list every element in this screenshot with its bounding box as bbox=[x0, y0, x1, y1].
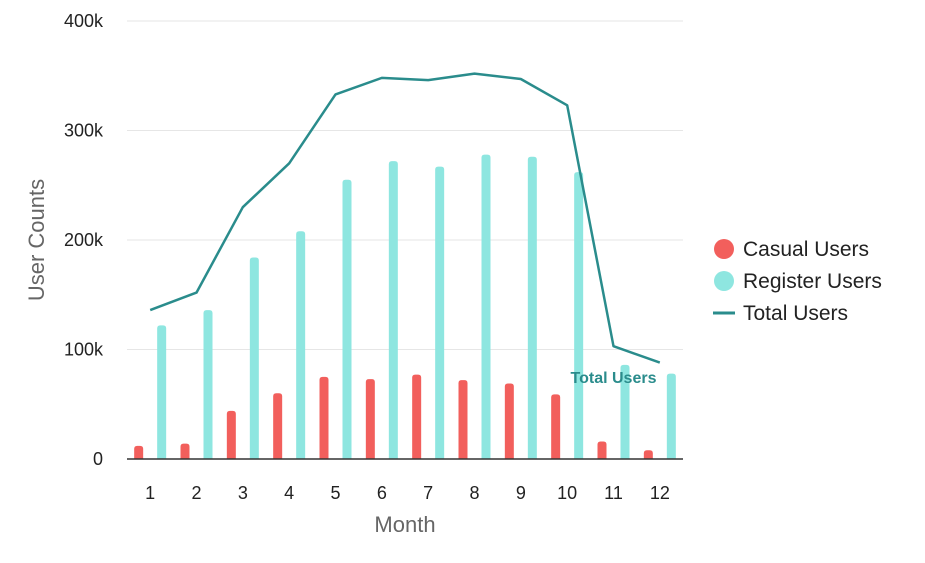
casual-users-bar bbox=[643, 450, 653, 459]
casual-users-bar bbox=[412, 374, 422, 459]
y-tick-label: 100k bbox=[64, 340, 104, 360]
register-users-bar bbox=[666, 373, 676, 459]
x-tick-label: 7 bbox=[423, 483, 433, 503]
casual-users-bar bbox=[365, 379, 375, 459]
y-tick-label: 200k bbox=[64, 230, 104, 250]
x-tick-label: 10 bbox=[557, 483, 577, 503]
x-tick-label: 8 bbox=[469, 483, 479, 503]
register-users-bar bbox=[249, 257, 259, 459]
y-axis-title: User Counts bbox=[24, 179, 49, 301]
x-tick-label: 2 bbox=[191, 483, 201, 503]
casual-users-bar bbox=[226, 410, 236, 459]
casual-users-bar bbox=[273, 393, 283, 459]
y-tick-label: 0 bbox=[93, 449, 103, 469]
y-tick-label: 400k bbox=[64, 11, 104, 31]
casual-users-bar bbox=[180, 443, 190, 459]
x-tick-label: 6 bbox=[377, 483, 387, 503]
casual-users-bar bbox=[458, 380, 468, 459]
register-users-bar bbox=[342, 179, 352, 459]
casual-users-legend-marker bbox=[714, 239, 734, 259]
register-users-bar bbox=[481, 154, 491, 459]
total-users-legend-label: Total Users bbox=[743, 302, 848, 325]
total-users-annotation: Total Users bbox=[571, 370, 657, 387]
register-users-bar bbox=[620, 364, 630, 459]
casual-users-bar bbox=[551, 394, 561, 459]
casual-users-bar bbox=[134, 445, 144, 459]
y-tick-label: 300k bbox=[64, 121, 104, 141]
bars bbox=[134, 154, 676, 460]
y-tick-labels: 0 100k 200k 300k 400k bbox=[64, 11, 104, 469]
gridlines bbox=[127, 20, 683, 350]
casual-users-bar bbox=[504, 383, 514, 459]
x-tick-label: 12 bbox=[650, 483, 670, 503]
register-users-bar bbox=[203, 310, 213, 459]
x-tick-label: 9 bbox=[516, 483, 526, 503]
x-tick-label: 3 bbox=[238, 483, 248, 503]
total-users-line bbox=[149, 72, 661, 364]
register-users-legend-marker bbox=[714, 271, 734, 291]
x-tick-label: 4 bbox=[284, 483, 294, 503]
register-users-legend-label: Register Users bbox=[743, 270, 882, 293]
casual-users-legend-label: Casual Users bbox=[743, 238, 869, 261]
x-tick-label: 5 bbox=[330, 483, 340, 503]
register-users-bar bbox=[296, 231, 306, 459]
x-tick-labels: 1 2 3 4 5 6 7 8 9 10 11 12 bbox=[145, 483, 670, 503]
x-axis-title: Month bbox=[374, 512, 435, 537]
total-users-line-group bbox=[149, 72, 661, 364]
register-users-bar bbox=[435, 166, 445, 459]
casual-users-bar bbox=[597, 441, 607, 459]
x-tick-label: 11 bbox=[604, 483, 623, 503]
register-users-bar bbox=[527, 156, 537, 459]
casual-users-bar bbox=[319, 376, 329, 459]
register-users-bar bbox=[157, 325, 167, 459]
register-users-bar bbox=[574, 172, 584, 460]
register-users-bar bbox=[388, 161, 398, 459]
annotations: Total Users bbox=[571, 370, 657, 387]
x-tick-label: 1 bbox=[145, 483, 155, 503]
legend: Casual Users Register Users Total Users bbox=[713, 238, 882, 325]
